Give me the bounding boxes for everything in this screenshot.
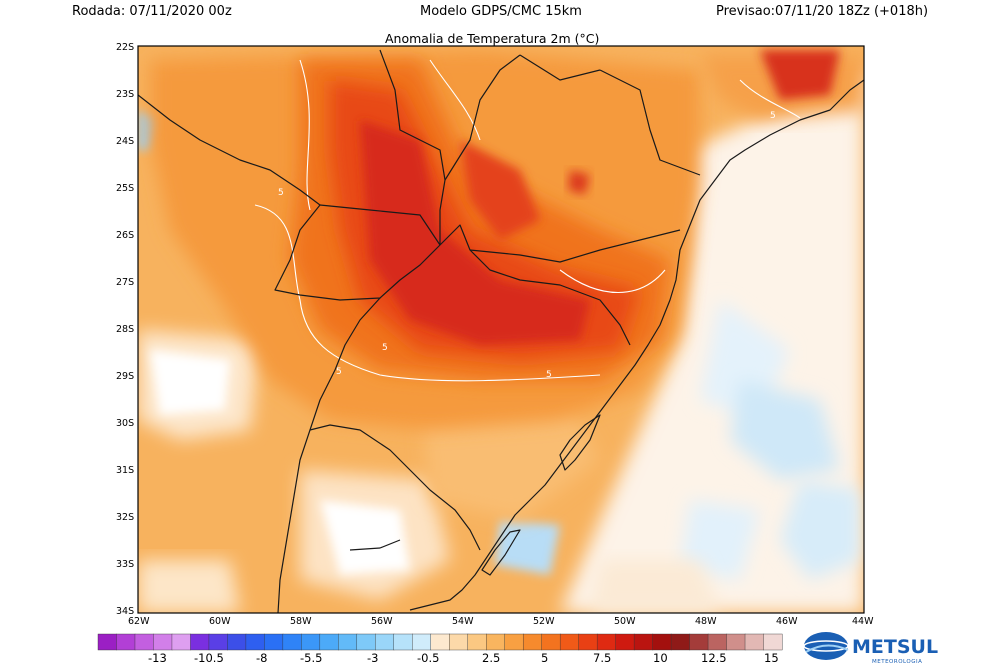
lat-label: 31S	[116, 465, 134, 476]
colorbar-swatch	[726, 633, 746, 651]
metsul-logo: METSUL METEOROLOGIA	[803, 632, 938, 665]
colorbar-swatch	[134, 633, 154, 651]
lat-label: 24S	[116, 136, 134, 147]
colorbar-swatch	[208, 633, 228, 651]
colorbar-swatch	[356, 633, 376, 651]
colorbar-tick-label: 2.5	[482, 651, 500, 665]
logo-tagline: METEOROLOGIA	[872, 659, 922, 665]
colorbar-tick-label: -8	[256, 651, 267, 665]
colorbar-labels: -13 -10.5 -8 -5.5 -3 -0.5 2.5 5 7.5 10 1…	[148, 651, 779, 665]
lat-label: 29S	[116, 371, 134, 382]
colorbar-swatch	[301, 633, 321, 651]
lat-label: 32S	[116, 512, 134, 523]
lat-label: 34S	[116, 606, 134, 617]
logo-brand: METSUL	[852, 636, 938, 658]
contour-label: 5	[770, 111, 776, 121]
forecast-label: Previsao:07/11/20 18Zz (+018h)	[716, 4, 929, 19]
political-borders	[138, 49, 864, 613]
colorbar-swatch	[596, 633, 617, 651]
longitude-axis: 62W 60W 58W 56W 54W 52W 50W 48W 46W 44W	[128, 616, 874, 627]
contour-labels: 5 5 5 5 5	[278, 111, 776, 380]
lat-label: 22S	[116, 42, 134, 53]
colorbar-tick-label: 15	[764, 651, 779, 665]
colorbar-swatch	[541, 633, 561, 651]
map-title: Anomalia de Temperatura 2m (°C)	[385, 31, 600, 46]
colorbar-tick-label: 10	[653, 651, 668, 665]
colorbar-swatch	[338, 633, 358, 651]
colorbar-swatch	[245, 633, 265, 651]
colorbar-swatch	[578, 633, 598, 651]
colorbar-swatch	[375, 633, 395, 651]
colorbar-swatch	[449, 633, 469, 651]
colorbar-tick-label: -5.5	[300, 651, 322, 665]
colorbar-swatch	[227, 633, 247, 651]
colorbar-tick-label: -3	[367, 651, 378, 665]
contour-label: 5	[278, 188, 284, 198]
colorbar-tick-label: 12.5	[701, 651, 727, 665]
colorbar-tick-label: -0.5	[417, 651, 439, 665]
colorbar-swatch	[412, 633, 432, 651]
lon-label: 58W	[290, 616, 312, 627]
colorbar-swatch	[264, 633, 284, 651]
colorbar-swatch	[652, 633, 672, 651]
colorbar-swatch	[615, 633, 635, 651]
colorbar-swatch	[171, 633, 191, 651]
colorbar-swatch	[190, 633, 210, 651]
colorbar-tick-label: -13	[148, 651, 167, 665]
contour-label: 5	[336, 367, 342, 377]
contour-label: 5	[546, 370, 552, 380]
colorbar-tick-label: 5	[541, 651, 548, 665]
lat-label: 28S	[116, 324, 134, 335]
lon-label: 60W	[209, 616, 231, 627]
lat-label: 23S	[116, 89, 134, 100]
colorbar-swatch	[504, 633, 524, 651]
lon-label: 56W	[371, 616, 393, 627]
colorbar-swatch	[97, 633, 117, 651]
anomaly-field	[138, 46, 864, 613]
lon-label: 50W	[614, 616, 636, 627]
lon-label: 54W	[452, 616, 474, 627]
colorbar-swatch	[744, 633, 765, 651]
colorbar-swatch	[393, 633, 413, 651]
colorbar	[97, 633, 783, 651]
lat-label: 25S	[116, 183, 134, 194]
colorbar-tick-label: 7.5	[593, 651, 611, 665]
colorbar-swatch	[559, 633, 580, 651]
lat-label: 30S	[116, 418, 134, 429]
colorbar-swatch	[116, 633, 136, 651]
colorbar-swatch	[467, 633, 487, 651]
colorbar-swatch	[153, 633, 173, 651]
colorbar-swatch	[689, 633, 709, 651]
colorbar-swatch	[670, 633, 691, 651]
contour-label: 5	[382, 343, 388, 353]
colorbar-swatch	[282, 633, 302, 651]
lat-label: 26S	[116, 230, 134, 241]
map-frame	[137, 45, 865, 614]
colorbar-tick-label: -10.5	[194, 651, 224, 665]
run-date-label: Rodada: 07/11/2020 00z	[72, 4, 232, 19]
lon-label: 52W	[533, 616, 555, 627]
colorbar-swatch	[486, 633, 506, 651]
lat-label: 33S	[116, 559, 134, 570]
colorbar-swatch	[763, 633, 783, 651]
latitude-axis: 22S 23S 24S 25S 26S 27S 28S 29S 30S 31S …	[116, 42, 134, 617]
colorbar-swatch	[522, 633, 543, 651]
lon-label: 62W	[128, 616, 150, 627]
colorbar-swatch	[633, 633, 654, 651]
lon-label: 46W	[776, 616, 798, 627]
lon-label: 48W	[695, 616, 717, 627]
model-label: Modelo GDPS/CMC 15km	[420, 4, 582, 19]
colorbar-swatch	[707, 633, 728, 651]
contour-lines	[254, 59, 801, 382]
colorbar-swatch	[319, 633, 339, 651]
lat-label: 27S	[116, 277, 134, 288]
colorbar-swatch	[430, 633, 450, 651]
lon-label: 44W	[852, 616, 874, 627]
